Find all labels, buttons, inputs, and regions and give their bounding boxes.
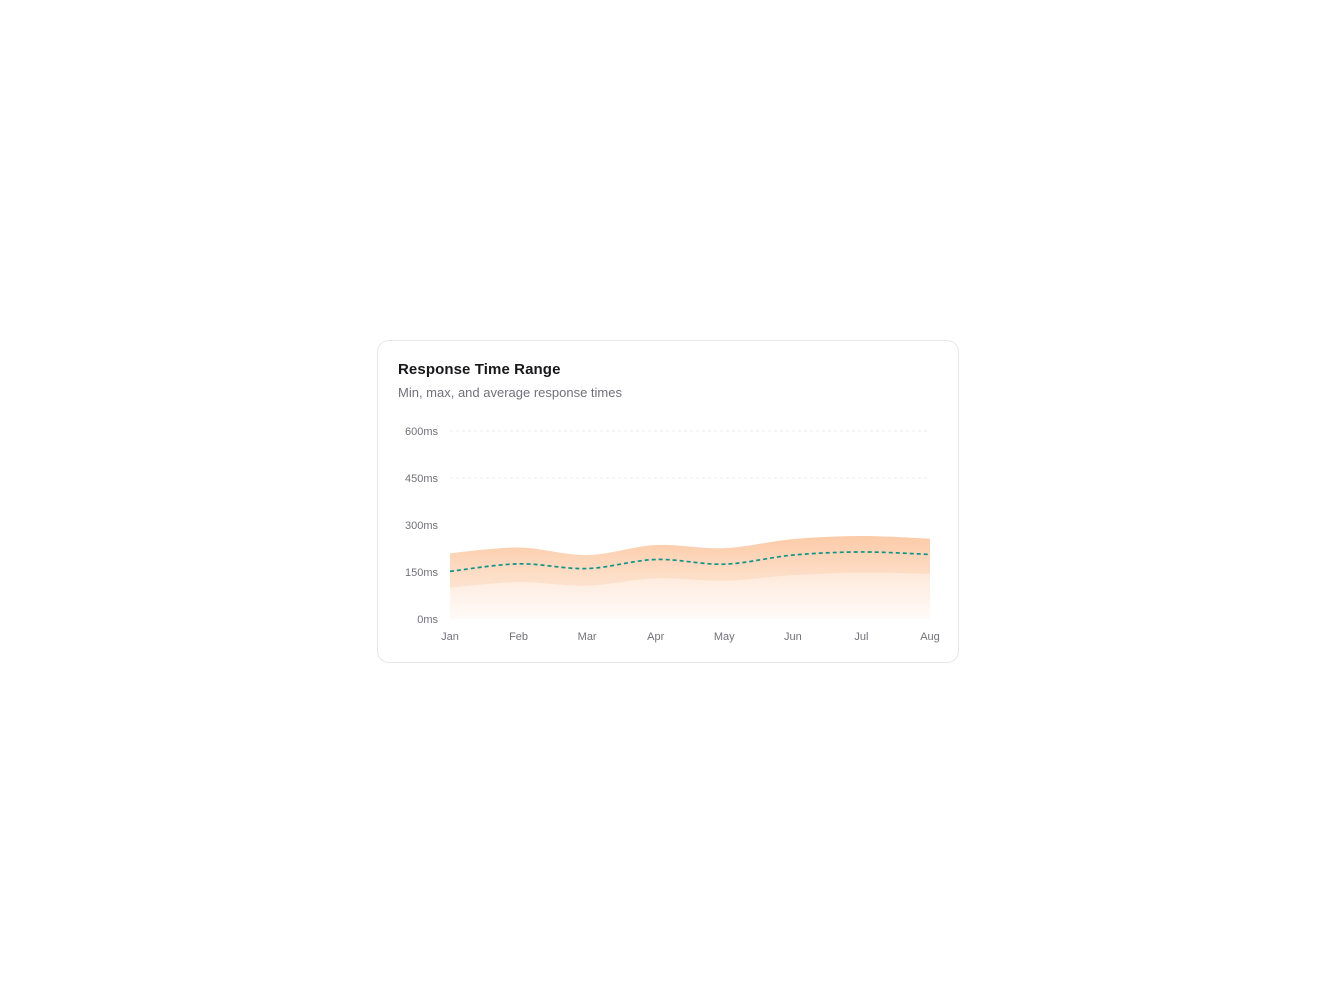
max-range-area — [450, 535, 930, 619]
x-axis-tick-label: May — [714, 631, 735, 643]
y-axis-tick-label: 600ms — [405, 426, 439, 438]
x-axis-tick-label: Feb — [509, 631, 528, 643]
y-axis-tick-label: 0ms — [417, 614, 438, 626]
x-axis-tick-label: Jun — [784, 631, 802, 643]
response-time-card: Response Time Range Min, max, and averag… — [377, 339, 959, 663]
chart-container: 0ms 150ms 300ms 450ms 600ms Jan Feb Mar Apr May Ju… — [398, 421, 940, 651]
x-axis-tick-label: Jul — [854, 631, 868, 643]
response-time-range-chart: 0ms 150ms 300ms 450ms 600ms Jan Feb Mar Apr May Ju… — [405, 426, 940, 643]
y-axis-tick-label: 150ms — [405, 567, 439, 579]
y-axis-tick-label: 450ms — [405, 473, 439, 485]
avg-line — [449, 550, 931, 572]
y-axis-tick-label: 300ms — [405, 520, 439, 532]
card-subtitle: Min, max, and average response times — [398, 384, 622, 400]
x-axis-tick-label: Aug — [920, 631, 940, 643]
page-title: Response Time Range — [398, 360, 561, 378]
x-axis-tick-label: Jan — [441, 631, 459, 643]
x-axis-tick-label: Mar — [578, 631, 597, 643]
x-axis-tick-label: Apr — [647, 631, 664, 643]
